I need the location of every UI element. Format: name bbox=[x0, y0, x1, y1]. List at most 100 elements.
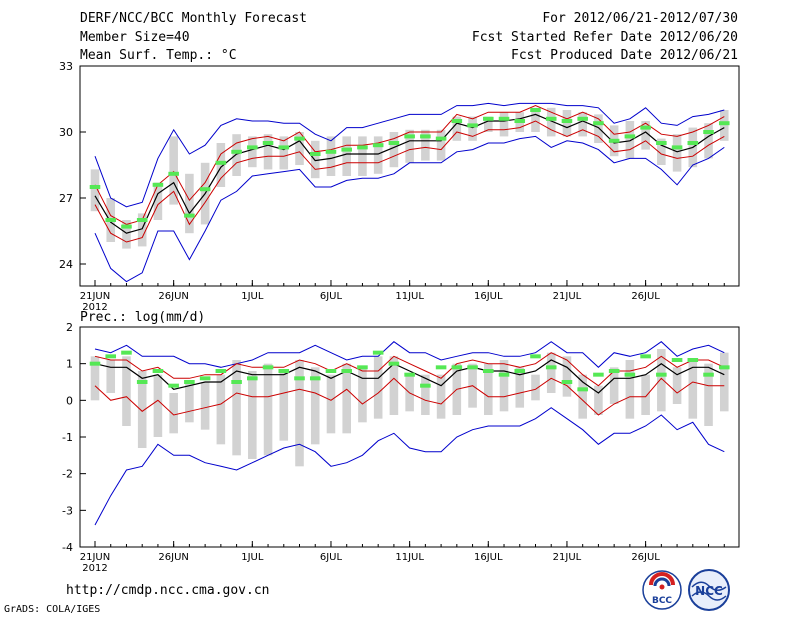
ensemble-box bbox=[90, 356, 100, 401]
median-marker bbox=[278, 369, 290, 373]
ensemble-box bbox=[232, 134, 241, 176]
median-marker bbox=[199, 376, 211, 381]
median-marker bbox=[121, 224, 132, 229]
ensemble-box bbox=[499, 360, 509, 412]
median-marker bbox=[325, 369, 337, 373]
ensemble-box bbox=[169, 136, 178, 205]
ensemble-box bbox=[358, 136, 367, 176]
median-marker bbox=[703, 372, 714, 377]
median-marker bbox=[514, 119, 526, 123]
ensemble-box bbox=[153, 182, 163, 220]
median-marker bbox=[483, 369, 494, 373]
ensemble-box bbox=[185, 382, 194, 423]
median-marker bbox=[608, 369, 620, 373]
ensemble-box bbox=[468, 116, 477, 141]
refer-date: Fcst Started Refer Date 2012/06/20 bbox=[471, 30, 738, 45]
ensemble-box bbox=[295, 360, 304, 467]
median-marker bbox=[467, 365, 478, 370]
median-marker bbox=[121, 350, 132, 355]
ensemble-box bbox=[137, 213, 147, 247]
x-tick-label: 26JUN bbox=[158, 291, 188, 302]
ensemble-box bbox=[484, 116, 493, 132]
median-marker bbox=[545, 116, 557, 121]
median-marker bbox=[89, 185, 101, 189]
ensemble-box bbox=[546, 352, 556, 393]
x-tick-label: 26JUN bbox=[158, 552, 188, 563]
ensemble-box bbox=[389, 356, 399, 415]
median-marker bbox=[593, 121, 604, 126]
chart-main-title: DERF/NCC/BCC Monthly Forecast bbox=[80, 11, 307, 26]
median-marker bbox=[498, 116, 510, 121]
ensemble-box bbox=[562, 356, 572, 397]
x-tick-label: 1JUL bbox=[241, 291, 264, 302]
ensemble-box bbox=[342, 136, 351, 176]
median-marker bbox=[577, 387, 588, 392]
median-marker bbox=[640, 354, 651, 359]
variable-label: Mean Surf. Temp.: °C bbox=[80, 48, 237, 63]
median-marker bbox=[640, 125, 651, 130]
median-marker bbox=[184, 213, 195, 218]
x-tick-label: 21JUL bbox=[553, 291, 582, 302]
median-marker bbox=[451, 119, 463, 123]
median-marker bbox=[372, 143, 384, 148]
ensemble-box bbox=[90, 169, 100, 212]
ensemble-box bbox=[499, 112, 509, 137]
ensemble-box bbox=[609, 367, 619, 404]
y-tick-label: 2 bbox=[66, 321, 73, 334]
ensemble-box bbox=[373, 356, 383, 419]
median-marker bbox=[136, 380, 148, 384]
upper-outer-line bbox=[94, 102, 725, 208]
median-marker bbox=[309, 152, 321, 156]
median-marker bbox=[247, 376, 258, 381]
median-marker bbox=[514, 369, 526, 373]
ensemble-box bbox=[248, 371, 257, 459]
ncc-logo: NCC bbox=[688, 569, 730, 611]
median-marker bbox=[656, 141, 667, 145]
plot-frame bbox=[79, 326, 740, 548]
ensemble-box bbox=[421, 374, 430, 415]
ensemble-box bbox=[594, 385, 603, 415]
ensemble-box bbox=[657, 138, 666, 165]
median-marker bbox=[498, 372, 510, 377]
median-marker bbox=[215, 160, 227, 165]
x-tick-label: 1JUL bbox=[241, 552, 264, 563]
ensemble-box bbox=[153, 374, 163, 437]
y-tick-label: 0 bbox=[66, 394, 73, 407]
x-tick-label: 26JUL bbox=[631, 291, 660, 302]
ensemble-box bbox=[436, 129, 446, 161]
median-marker bbox=[483, 116, 494, 121]
median-marker bbox=[671, 145, 683, 150]
median-marker bbox=[404, 372, 415, 377]
median-marker bbox=[608, 138, 620, 143]
median-marker bbox=[593, 372, 604, 377]
median-marker bbox=[561, 380, 573, 384]
x-tick-label: 21JUL bbox=[553, 552, 582, 563]
ensemble-box bbox=[531, 374, 540, 401]
x-tick-label: 16JUL bbox=[474, 291, 503, 302]
median-marker bbox=[718, 121, 730, 126]
bcc-logo-text: BCC bbox=[652, 596, 672, 606]
lower-inner-line bbox=[94, 377, 725, 416]
ensemble-box bbox=[641, 121, 650, 150]
source-url[interactable]: http://cmdp.ncc.cma.gov.cn bbox=[66, 583, 270, 598]
precip-panel-title: Prec.: log(mm/d) bbox=[80, 310, 206, 325]
ensemble-box bbox=[263, 134, 273, 170]
median-marker bbox=[530, 108, 541, 112]
ensemble-box bbox=[310, 140, 320, 179]
ensemble-box bbox=[216, 374, 226, 445]
ensemble-box bbox=[719, 110, 729, 141]
ensemble-box bbox=[672, 134, 682, 172]
ensemble-box bbox=[263, 363, 273, 456]
y-tick-label: 33 bbox=[59, 60, 73, 73]
median-marker bbox=[372, 350, 384, 355]
ensemble-box bbox=[389, 132, 399, 168]
ensemble-box bbox=[232, 360, 241, 456]
temperature-panel: 24 27 30 33 21JUN 26JUN 1JUL 6JUL 11JUL 16JUL 21JU… bbox=[59, 60, 740, 313]
ensemble-box bbox=[216, 143, 226, 187]
grads-credit: GrADS: COLA/IGES bbox=[4, 604, 101, 615]
median-marker bbox=[294, 376, 305, 381]
ensemble-box bbox=[578, 374, 587, 419]
median-marker bbox=[309, 376, 321, 381]
median-marker bbox=[325, 149, 337, 154]
plot-frame bbox=[79, 65, 740, 287]
